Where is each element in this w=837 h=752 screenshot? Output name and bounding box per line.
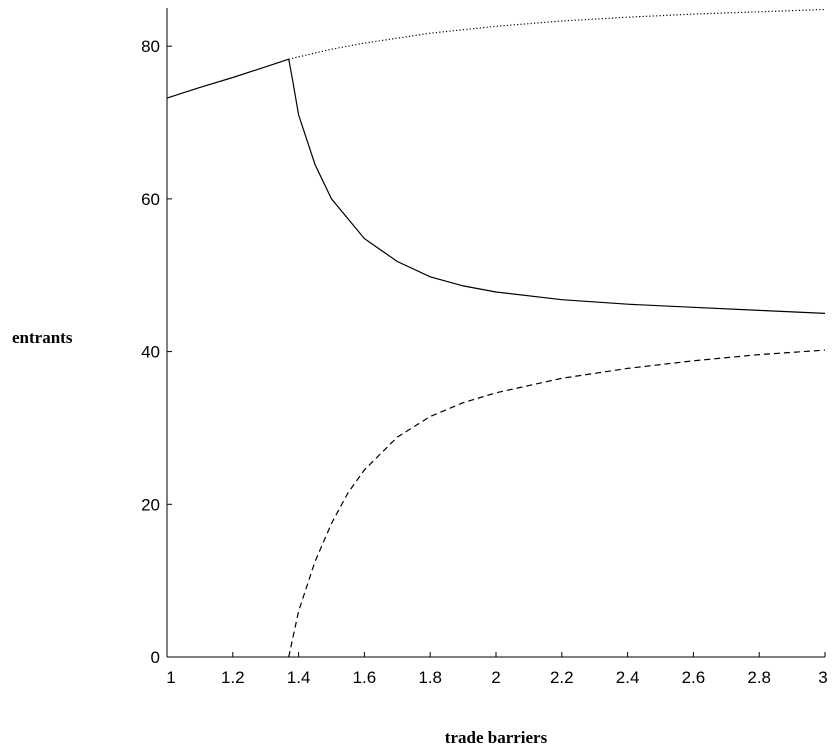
x-tick-label: 2.8 <box>747 668 771 687</box>
y-tick-label: 0 <box>151 648 160 667</box>
x-tick-label: 1.8 <box>418 668 442 687</box>
x-tick-label: 2.4 <box>616 668 640 687</box>
x-tick-label: 3 <box>818 668 827 687</box>
y-axis-label: entrants <box>12 328 73 347</box>
x-tick-label: 1 <box>166 668 175 687</box>
series-line-3 <box>288 59 826 314</box>
y-tick-label: 60 <box>141 190 160 209</box>
x-tick-label: 2 <box>491 668 500 687</box>
series-line-1 <box>166 58 289 99</box>
series-line-4 <box>288 349 826 658</box>
y-axis-ticks: 0 20 40 60 80 <box>141 37 172 667</box>
x-tick-label: 1.2 <box>221 668 245 687</box>
series-line-2 <box>288 8 826 60</box>
x-axis-ticks: 1 1.2 1.4 1.6 1.8 2 2.2 2.4 2.6 2.8 3 <box>166 652 828 687</box>
x-tick-label: 2.2 <box>550 668 574 687</box>
x-tick-label: 1.4 <box>287 668 311 687</box>
y-tick-label: 40 <box>141 343 160 362</box>
y-tick-label: 20 <box>141 495 160 514</box>
x-tick-label: 1.6 <box>353 668 377 687</box>
x-axis-label: trade barriers <box>445 728 548 747</box>
x-tick-label: 2.6 <box>682 668 706 687</box>
y-tick-label: 80 <box>141 37 160 56</box>
plot-lines <box>166 8 826 658</box>
